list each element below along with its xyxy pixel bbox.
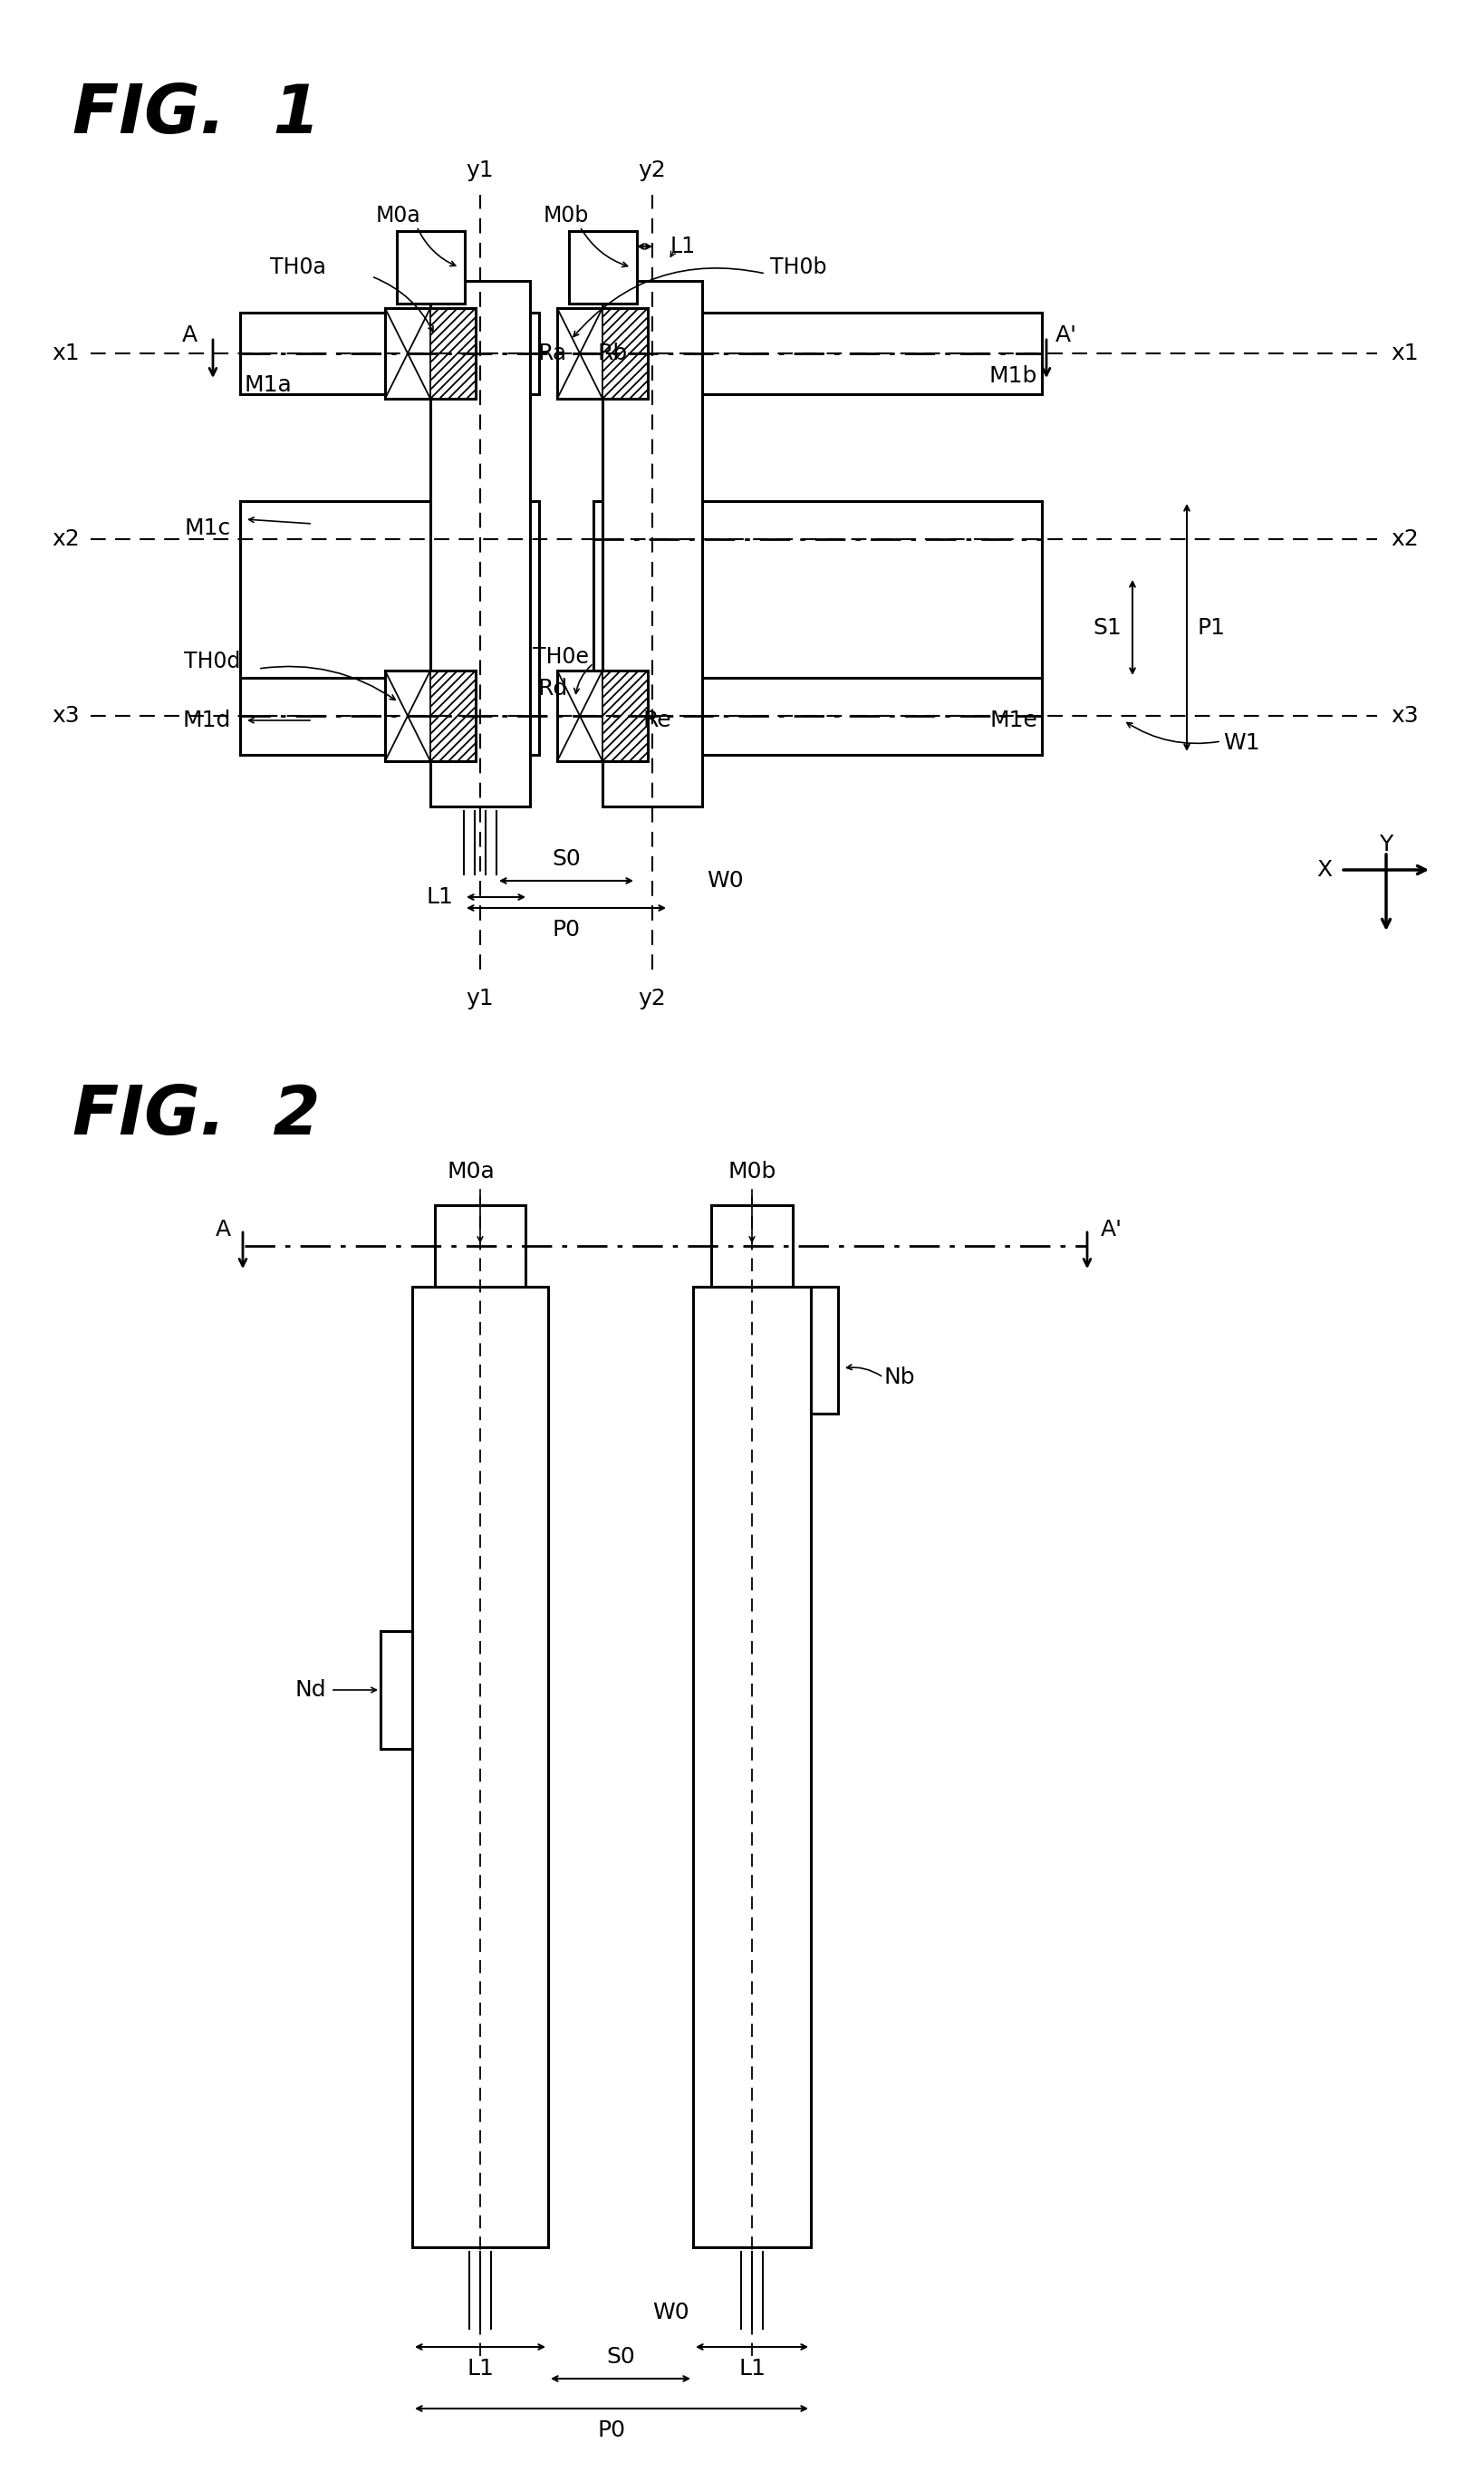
Text: y2: y2 — [638, 989, 666, 1009]
Text: y2: y2 — [638, 159, 666, 182]
Text: W0: W0 — [651, 2302, 689, 2324]
Bar — [435, 1206, 525, 1288]
Bar — [240, 501, 539, 755]
Bar — [568, 232, 637, 304]
Bar — [384, 309, 476, 399]
Text: M1c: M1c — [184, 518, 232, 538]
Text: S1: S1 — [1092, 618, 1122, 638]
Text: L1: L1 — [671, 237, 696, 257]
Bar — [556, 670, 649, 762]
Text: M0b: M0b — [543, 204, 589, 227]
Text: Rd: Rd — [537, 678, 567, 700]
Bar — [240, 678, 525, 755]
Bar — [396, 232, 464, 304]
Text: TH0d: TH0d — [184, 650, 240, 673]
Text: M1d: M1d — [183, 710, 232, 732]
Text: P0: P0 — [552, 919, 580, 942]
Text: Rb: Rb — [598, 344, 628, 364]
Text: A': A' — [1101, 1218, 1122, 1241]
Text: FIG.  2: FIG. 2 — [73, 1084, 321, 1148]
Text: A': A' — [1055, 324, 1077, 346]
Text: S0: S0 — [552, 847, 580, 869]
Text: A: A — [183, 324, 197, 346]
Bar — [598, 678, 1042, 755]
Text: x2: x2 — [52, 528, 80, 551]
Bar — [693, 1288, 810, 2247]
Text: x3: x3 — [1391, 705, 1419, 727]
Text: TH0a: TH0a — [270, 257, 326, 279]
Text: TH0b: TH0b — [770, 257, 827, 279]
Text: Nd: Nd — [295, 1679, 326, 1701]
Text: M1b: M1b — [988, 366, 1037, 386]
Bar — [430, 281, 530, 807]
Text: L1: L1 — [739, 2359, 766, 2379]
Text: M0a: M0a — [375, 204, 421, 227]
Text: Ra: Ra — [537, 344, 567, 364]
Text: M0b: M0b — [727, 1161, 776, 1183]
Bar — [594, 314, 1042, 394]
Text: P1: P1 — [1198, 618, 1226, 638]
Text: M0a: M0a — [447, 1161, 496, 1183]
Text: x2: x2 — [1391, 528, 1419, 551]
Text: FIG.  1: FIG. 1 — [73, 82, 321, 147]
Text: x1: x1 — [1391, 344, 1419, 364]
Text: y1: y1 — [466, 159, 494, 182]
Text: S0: S0 — [607, 2347, 635, 2369]
Text: P0: P0 — [598, 2419, 626, 2441]
Text: W0: W0 — [706, 869, 743, 892]
Text: W1: W1 — [1223, 732, 1260, 755]
Text: TH0e: TH0e — [533, 645, 589, 668]
Text: x3: x3 — [52, 705, 80, 727]
Bar — [603, 281, 702, 807]
Bar — [240, 314, 539, 394]
Bar — [594, 501, 1042, 755]
Bar — [413, 1288, 548, 2247]
Text: M1e: M1e — [990, 710, 1037, 732]
Text: y1: y1 — [466, 989, 494, 1009]
Text: A: A — [215, 1218, 232, 1241]
Bar — [380, 1632, 413, 1749]
Bar — [810, 1288, 838, 1412]
Bar — [556, 309, 649, 399]
Text: X: X — [1316, 859, 1331, 882]
Text: x1: x1 — [52, 344, 80, 364]
Text: Re: Re — [643, 710, 672, 732]
Text: Y: Y — [1379, 834, 1393, 854]
Text: L1: L1 — [426, 887, 453, 907]
Text: L1: L1 — [466, 2359, 494, 2379]
Text: M1a: M1a — [245, 374, 292, 396]
Text: Nb: Nb — [883, 1368, 914, 1387]
Bar — [384, 670, 476, 762]
Bar — [711, 1206, 792, 1288]
